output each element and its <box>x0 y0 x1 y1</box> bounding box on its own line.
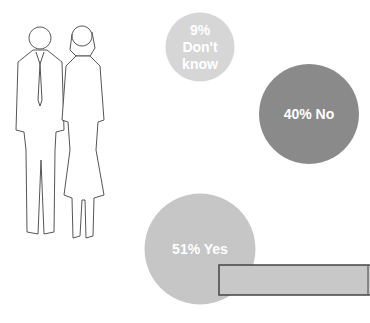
svg-text:Don't: Don't <box>182 39 218 55</box>
svg-text:51% Yes: 51% Yes <box>172 241 228 257</box>
svg-text:40% No: 40% No <box>284 106 335 122</box>
svg-text:9%: 9% <box>190 22 211 38</box>
svg-text:know: know <box>182 56 218 72</box>
